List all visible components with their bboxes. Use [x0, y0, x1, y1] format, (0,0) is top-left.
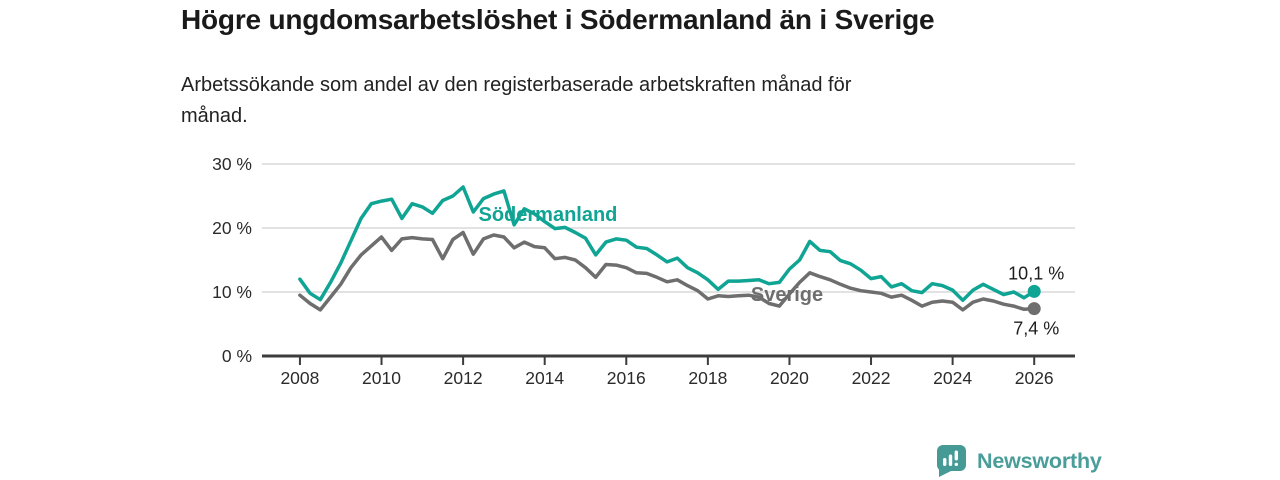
y-tick-label: 30 %: [212, 154, 252, 174]
x-tick-label: 2022: [852, 368, 891, 388]
end-value-label-sverige: 7,4 %: [1013, 319, 1059, 339]
x-tick-label: 2018: [688, 368, 727, 388]
y-tick-label: 20 %: [212, 218, 252, 238]
x-tick-label: 2020: [770, 368, 809, 388]
end-point-dot-sverige: [1027, 302, 1041, 316]
series-label-sverige: Sverige: [751, 284, 823, 306]
x-tick-label: 2026: [1015, 368, 1054, 388]
newsworthy-logo: Newsworthy: [936, 444, 1102, 478]
newsworthy-logo-text: Newsworthy: [977, 448, 1102, 473]
x-tick-label: 2008: [280, 368, 319, 388]
y-tick-label: 0 %: [222, 346, 252, 366]
series-line-sverige: [298, 230, 1036, 312]
series-line-södermanland: [298, 185, 1036, 303]
x-tick-label: 2014: [525, 368, 564, 388]
x-tick-label: 2012: [444, 368, 483, 388]
end-point-dot-södermanland: [1027, 284, 1041, 298]
y-tick-label: 10 %: [212, 282, 252, 302]
page-title: Högre ungdomsarbetslöshet i Södermanland…: [181, 4, 935, 35]
series-label-södermanland: Södermanland: [478, 204, 617, 226]
chart-subtitle: Arbetssökande som andel av den registerb…: [181, 74, 852, 127]
end-value-label-södermanland: 10,1 %: [1008, 263, 1064, 283]
bar-chart-speech-bubble-icon: [937, 445, 966, 477]
x-tick-label: 2010: [362, 368, 401, 388]
x-tick-label: 2016: [607, 368, 646, 388]
x-tick-label: 2024: [933, 368, 972, 388]
